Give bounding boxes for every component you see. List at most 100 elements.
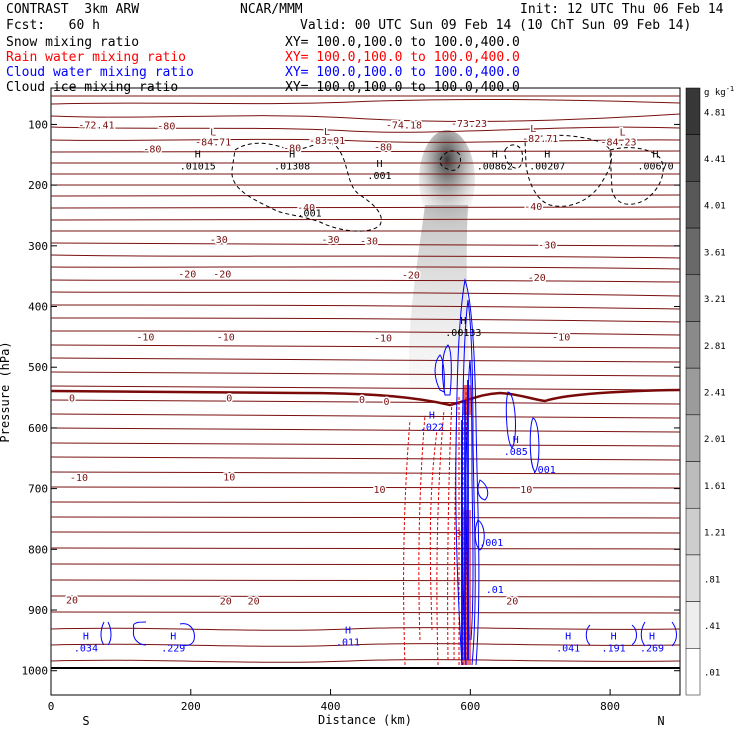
cloud-water-high-marker: H (513, 435, 519, 446)
isotherm-label: -84.23 (600, 137, 636, 148)
cloud-ice-high-marker: H (544, 150, 550, 161)
cloud-ice-high-marker: H (460, 316, 466, 327)
cloud-ice-contour (609, 147, 664, 205)
cloud-water-core (461, 380, 469, 660)
isotherm-label: L (530, 124, 536, 135)
rain-contour (429, 429, 438, 631)
x-axis-title: Distance (km) (318, 713, 412, 727)
cloud-ice-contours (231, 134, 664, 232)
cloud-ice-contour (231, 142, 382, 232)
isotherm-label: -30 (322, 235, 340, 246)
colorbar-swatch (685, 321, 701, 369)
colorbar-label: 4.01 (704, 202, 726, 212)
cloud-ice-high-marker: H (195, 150, 201, 161)
isotherm-label: -10 (374, 333, 392, 344)
cloud-ice-value: .00207 (529, 162, 565, 173)
y-tick-label: 700 (28, 483, 48, 496)
colorbar-label: 1.21 (704, 529, 726, 539)
isotherm-label: L (324, 127, 330, 138)
isotherm-label: 20 (248, 596, 260, 607)
forecast-hour: Fcst: 60 h (6, 18, 100, 33)
x-axis: 0 200 400 600 800 (48, 689, 620, 713)
x-tick-label: 600 (460, 700, 480, 713)
rain-water-labels: 3 (455, 529, 461, 540)
temperature-isotherms (51, 95, 680, 663)
x-tick-label: 400 (321, 700, 341, 713)
isotherm-label: -10 (552, 332, 570, 343)
legend-cloud-ice-xy: XY= 100.0,100.0 to 100.0,400.0 (285, 80, 520, 95)
model-title: CONTRAST 3km ARW (6, 2, 140, 17)
isotherm-label: -20 (213, 270, 231, 281)
isotherm (51, 150, 680, 153)
isotherm-label: 10 (520, 485, 532, 496)
isotherm (51, 291, 680, 297)
cloud-water-value: .022 (420, 423, 444, 434)
colorbar-units: g kg-1 (704, 85, 734, 98)
cloud-water-contour (441, 344, 452, 396)
cloud-ice-value: .00133 (445, 328, 481, 339)
isotherm (51, 317, 680, 323)
cloud-ice-high-marker: H (289, 150, 295, 161)
y-tick-label: 800 (28, 543, 48, 556)
isotherm (51, 611, 680, 614)
cloud-water-high-marker: H (649, 632, 655, 643)
freezing-level-isotherm (51, 388, 680, 407)
isotherm (51, 330, 680, 336)
isotherm-label: -10 (217, 332, 235, 343)
isotherm (51, 643, 680, 647)
cloud-ice-value: .00862 (477, 162, 513, 173)
isotherm-label: 0 (69, 394, 75, 405)
x-tick-label: 800 (600, 700, 620, 713)
colorbar-swatch (685, 601, 701, 649)
isotherm (51, 659, 680, 663)
isotherm-label: -72.41 (78, 120, 114, 131)
cloud-ice-value: .01308 (274, 162, 310, 173)
colorbar-label: 1.61 (704, 482, 726, 492)
cloud-water-contour (474, 519, 485, 551)
isotherm (51, 194, 680, 197)
cloud-water-contour (100, 621, 112, 646)
isotherm (51, 627, 680, 631)
cloud-water-contour (477, 479, 489, 501)
isotherm-label: -80 (374, 142, 392, 153)
isotherm-label: 0 (226, 394, 232, 405)
isotherm-label: 10 (373, 485, 385, 496)
y-tick-label: 1000 (22, 665, 49, 678)
colorbar-swatch (685, 554, 701, 602)
isotherm (51, 254, 680, 259)
colorbar-label: 2.01 (704, 435, 726, 445)
isotherm-label: -20 (178, 270, 196, 281)
isotherm (51, 486, 680, 489)
cloud-water-high-marker: H (611, 632, 617, 643)
north-end-label: N (657, 714, 664, 728)
isotherm-label: 20 (66, 596, 78, 607)
isotherm-label: -80 (157, 122, 175, 133)
y-tick-label: 900 (28, 604, 48, 617)
cloud-water-contour (455, 278, 480, 666)
rain-contour (447, 399, 453, 661)
cloud-ice-contour (524, 134, 612, 207)
colorbar-label: .81 (704, 575, 720, 585)
cloud-water-value: .034 (74, 644, 98, 655)
cloud-ice-high-marker: H (653, 150, 659, 161)
snow-plume-shading (408, 205, 470, 390)
rain-contour (403, 419, 411, 666)
isotherm (51, 304, 680, 310)
y-axis-title: Pressure (hPa) (0, 341, 12, 442)
y-tick-label: 500 (28, 361, 48, 374)
cloud-water-contour (631, 624, 637, 646)
y-tick-label: 600 (28, 422, 48, 435)
colorbar-label: .01 (704, 669, 720, 679)
plot-area: -72.41 -80L-84.71-80L-83.91-80 -80-74.18 -7… (51, 95, 680, 669)
isotherm (51, 218, 680, 221)
cloud-water-contour (640, 621, 677, 647)
isotherm (51, 471, 680, 475)
colorbar-label: .41 (704, 622, 720, 632)
isotherm (51, 427, 680, 433)
isotherm-label: 0 (359, 395, 365, 406)
cloud-ice-high-marker: H (492, 150, 498, 161)
cloud-ice-value: .01015 (180, 162, 216, 173)
cloud-water-high-marker: H (429, 411, 435, 422)
